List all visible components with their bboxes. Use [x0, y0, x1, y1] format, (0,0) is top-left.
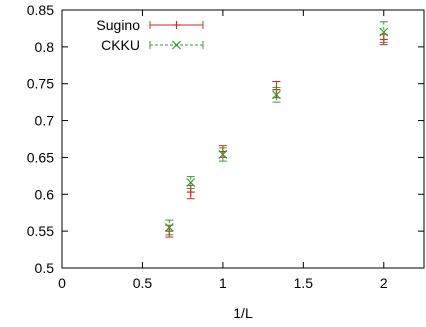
x-axis-label: 1/L: [233, 305, 253, 321]
x-tick-label: 1.5: [294, 275, 314, 291]
x-axis: 0 0.5 1 1.5 2: [58, 10, 388, 291]
legend-marker: [172, 21, 181, 29]
y-tick-label: 0.85: [27, 2, 54, 18]
marker-stroke: [164, 223, 174, 232]
marker-stroke: [186, 178, 196, 187]
y-tick-label: 0.65: [27, 149, 54, 165]
x-tick-label: 0.5: [133, 275, 153, 291]
marker-stroke: [379, 27, 389, 37]
legend-marker: [172, 40, 181, 50]
data-point: [186, 178, 196, 187]
data-point: [164, 223, 174, 232]
x-tick-label: 2: [380, 275, 388, 291]
marker-stroke: [172, 40, 181, 50]
legend-entry-sugino: Sugino: [96, 17, 204, 33]
y-tick-label: 0.75: [27, 76, 54, 92]
y-tick-label: 0.8: [35, 39, 55, 55]
legend-label: Sugino: [96, 17, 140, 33]
legend-label: CKKU: [101, 37, 140, 53]
marker-stroke: [218, 150, 228, 159]
legend: Sugino CKKU: [96, 17, 204, 53]
data-point: [218, 150, 228, 159]
legend-entry-ckku: CKKU: [101, 37, 204, 53]
y-tick-label: 0.6: [35, 186, 55, 202]
plot-frame: [61, 9, 425, 269]
marker-stroke: [272, 90, 281, 100]
data-point: [272, 90, 281, 100]
x-tick-label: 0: [58, 275, 66, 291]
y-tick-label: 0.7: [35, 113, 55, 129]
x-tick-label: 1: [219, 275, 227, 291]
series-ckku: [164, 21, 389, 236]
y-tick-label: 0.55: [27, 223, 54, 239]
series-sugino: [165, 33, 388, 238]
y-tick-label: 0.5: [35, 260, 55, 276]
y-axis: 0.5 0.55 0.6 0.65 0.7 0.75 0.8 0.85: [27, 2, 424, 276]
data-point: [379, 27, 389, 37]
data-point: [186, 188, 195, 197]
series-layer: [164, 21, 389, 238]
